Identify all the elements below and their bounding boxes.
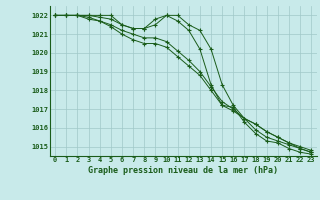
X-axis label: Graphe pression niveau de la mer (hPa): Graphe pression niveau de la mer (hPa) xyxy=(88,166,278,175)
